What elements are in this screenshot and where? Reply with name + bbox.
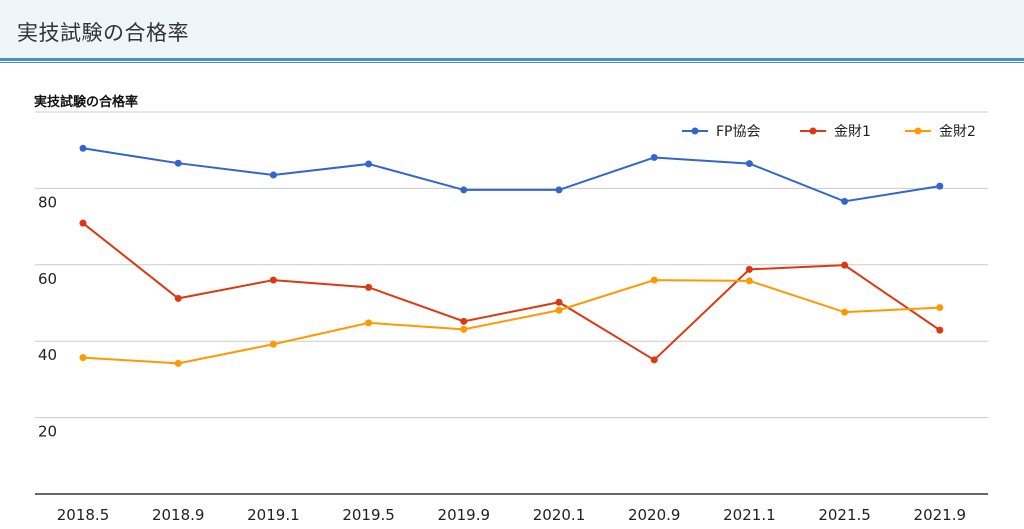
data-point[interactable] (269, 171, 277, 179)
data-point[interactable] (650, 153, 658, 161)
x-tick-label: 2019.5 (342, 506, 395, 524)
gridlines (35, 111, 988, 419)
y-tick-label: 40 (38, 346, 57, 364)
x-tick-label: 2020.9 (628, 506, 681, 524)
legend-label: 金財1 (834, 124, 871, 140)
data-point[interactable] (269, 340, 277, 348)
x-tick-label: 2021.1 (723, 506, 776, 524)
data-point[interactable] (174, 159, 182, 167)
data-point[interactable] (365, 319, 373, 327)
data-point[interactable] (936, 326, 944, 334)
legend-swatch-dot (809, 127, 817, 135)
data-point[interactable] (841, 197, 849, 205)
data-point[interactable] (174, 294, 182, 302)
data-point[interactable] (555, 298, 563, 306)
data-point[interactable] (460, 186, 468, 194)
data-point[interactable] (841, 308, 849, 316)
chart-title: 実技試験の合格率 (34, 94, 138, 110)
data-point[interactable] (79, 219, 87, 227)
page-header: 実技試験の合格率 (0, 0, 1024, 58)
data-point[interactable] (269, 276, 277, 284)
data-point[interactable] (79, 354, 87, 362)
data-point[interactable] (745, 277, 753, 285)
x-tick-label: 2021.9 (914, 506, 967, 524)
data-point[interactable] (745, 265, 753, 273)
x-tick-label: 2019.1 (247, 506, 300, 524)
data-point[interactable] (745, 160, 753, 168)
data-point[interactable] (460, 325, 468, 333)
page-title: 実技試験の合格率 (17, 21, 189, 45)
legend-label: 金財2 (939, 124, 976, 140)
axes: 20 40 60 80 2018.5 2018.9 2019.1 2019.5 2019.9 20… (35, 193, 988, 524)
x-tick-label: 2018.5 (57, 506, 110, 524)
series-line (82, 222, 941, 362)
data-point[interactable] (79, 144, 87, 152)
series-line (82, 147, 940, 203)
data-point[interactable] (174, 359, 182, 367)
x-tick-label: 2018.9 (152, 506, 205, 524)
data-point[interactable] (841, 261, 849, 269)
data-point[interactable] (365, 160, 373, 168)
data-point[interactable] (650, 276, 658, 284)
legend-swatch-dot (691, 127, 699, 135)
series-1 (79, 144, 944, 205)
data-point[interactable] (460, 317, 468, 325)
y-tick-label: 20 (38, 423, 57, 441)
x-tick-label: 2020.1 (533, 506, 586, 524)
y-tick-label: 80 (38, 193, 57, 211)
series-lines (79, 144, 944, 367)
data-point[interactable] (365, 283, 373, 291)
y-tick-label: 60 (38, 270, 57, 288)
legend-item[interactable]: FP協会 (682, 124, 761, 140)
header-divider (0, 58, 1024, 61)
x-tick-label: 2021.5 (818, 506, 871, 524)
legend: FP協会 金財1 金財2 (682, 124, 976, 140)
data-point[interactable] (555, 186, 563, 194)
series-2 (79, 219, 944, 364)
series-line (82, 279, 940, 365)
header-divider-thin (0, 62, 1024, 63)
data-point[interactable] (936, 304, 944, 312)
data-point[interactable] (650, 356, 658, 364)
legend-item[interactable]: 金財1 (800, 124, 871, 140)
legend-label: FP協会 (716, 124, 761, 140)
legend-item[interactable]: 金財2 (905, 124, 976, 140)
data-point[interactable] (936, 182, 944, 190)
legend-swatch-dot (914, 127, 922, 135)
series-3 (79, 276, 944, 367)
x-tick-label: 2019.9 (438, 506, 491, 524)
data-point[interactable] (555, 306, 563, 314)
